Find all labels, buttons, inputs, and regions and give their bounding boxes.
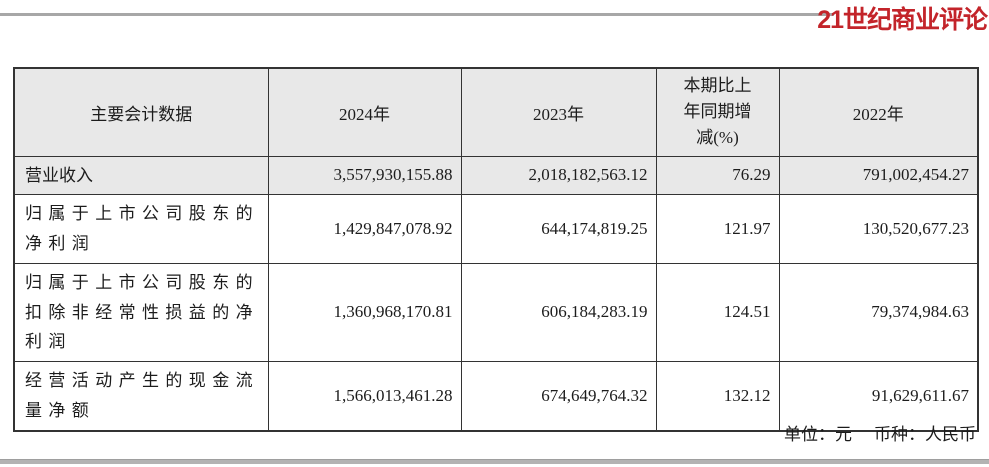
row-label: 归属于上市公司股东的 净利润 [13,194,269,264]
unit-currency-line: 单位：元 币种：人民币 [784,420,976,445]
header-yoy-change-label: 本期比上年同期增减(%) [683,75,752,148]
cell-2024-value: 1,566,013,461.28 [267,361,462,431]
horizontal-scrollbar[interactable] [0,459,989,464]
cell-2022-value: 791,002,454.27 [778,155,979,196]
cell-change-value: 76.29 [655,155,780,196]
header-yoy-change: 本期比上年同期增减(%) [655,67,780,157]
brand-logo: 21世纪商业评论 [817,6,988,34]
cell-2024-value: 1,429,847,078.92 [267,194,462,264]
cell-2024-value: 1,360,968,170.81 [267,262,462,363]
cell-change-value: 121.97 [655,194,780,264]
table-header-row: 主要会计数据 2024年 2023年 本期比上年同期增减(%) 2022年 [13,67,979,157]
row-label: 经营活动产生的现金流 量净额 [13,361,269,431]
accounting-data-table: 主要会计数据 2024年 2023年 本期比上年同期增减(%) 2022年 营业… [13,67,979,432]
cell-change-value: 132.12 [655,361,780,431]
cell-2023-value: 644,174,819.25 [460,194,657,264]
header-2024: 2024年 [267,67,462,157]
currency-label: 币种：人民币 [874,425,976,444]
table-row-net-profit: 归属于上市公司股东的 净利润 1,429,847,078.92 644,174,… [13,194,979,264]
header-main-accounting-data: 主要会计数据 [13,67,269,157]
cell-change-value: 124.51 [655,262,780,363]
row-label: 营业收入 [13,155,269,196]
cell-2022-value: 130,520,677.23 [778,194,979,264]
header-2023: 2023年 [460,67,657,157]
table-row-operating-cash-flow: 经营活动产生的现金流 量净额 1,566,013,461.28 674,649,… [13,361,979,431]
row-label: 归属于上市公司股东的 扣除非经常性损益的净 利润 [13,262,269,363]
cell-2023-value: 606,184,283.19 [460,262,657,363]
table-row-revenue: 营业收入 3,557,930,155.88 2,018,182,563.12 7… [13,155,979,196]
cell-2022-value: 79,374,984.63 [778,262,979,363]
cell-2023-value: 2,018,182,563.12 [460,155,657,196]
top-divider-rule [0,13,834,16]
cell-2024-value: 3,557,930,155.88 [267,155,462,196]
header-2022: 2022年 [778,67,979,157]
unit-label: 单位：元 [784,425,852,444]
table-row-net-profit-excl-nonrecurring: 归属于上市公司股东的 扣除非经常性损益的净 利润 1,360,968,170.8… [13,262,979,363]
cell-2022-value: 91,629,611.67 [778,361,979,431]
cell-2023-value: 674,649,764.32 [460,361,657,431]
